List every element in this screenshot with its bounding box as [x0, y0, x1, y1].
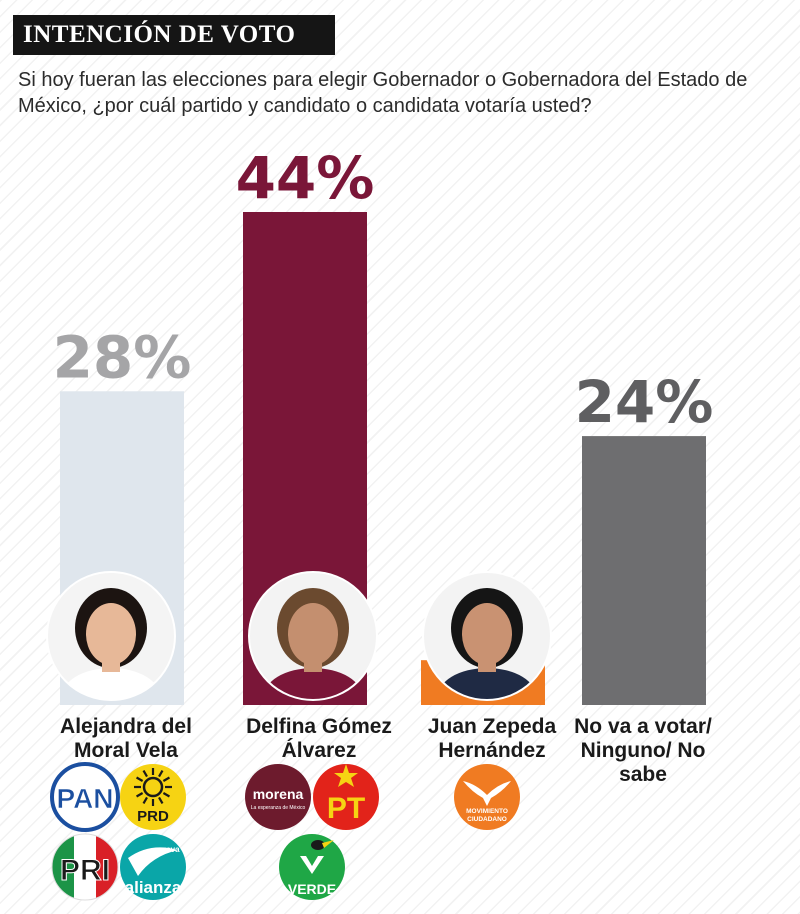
eagle-icon — [463, 781, 511, 806]
category-label-3: Juan Zepeda Hernández — [428, 715, 557, 762]
toucan-icon — [300, 840, 334, 874]
pri-logo-text: PRI — [60, 854, 110, 887]
morena-tagline: La esperanza de México — [251, 805, 306, 811]
nueva-alianza-small-text: nueva — [156, 845, 180, 854]
movimiento-ciudadano-logo: MOVIMIENTO CIUDADANO — [454, 764, 520, 830]
wave-icon — [128, 847, 178, 876]
value-label-4: 24% — [575, 368, 714, 436]
verde-logo-text: VERDE — [288, 881, 336, 897]
pt-logo: PT — [313, 764, 379, 830]
mc-logo-line1: MOVIMIENTO — [466, 808, 508, 815]
candidate-photo-icon — [422, 571, 552, 701]
category-label-2: Delfina Gómez Álvarez — [246, 715, 392, 762]
category-label-4: No va a votar/Ninguno/ No sabe — [574, 715, 712, 786]
value-label-2: 44% — [236, 144, 375, 212]
nueva-alianza-logo: nueva alianza — [120, 834, 186, 900]
pan-logo-text: PAN — [56, 783, 113, 814]
sun-icon — [134, 768, 172, 806]
morena-logo: morena La esperanza de México — [245, 764, 311, 830]
nueva-alianza-logo-text: alianza — [125, 878, 182, 897]
candidate-photo-icon — [248, 571, 378, 701]
photos-layer — [46, 571, 552, 701]
pan-logo: PAN — [50, 762, 120, 832]
bar-4 — [582, 436, 706, 705]
value-label-1: 28% — [53, 323, 192, 391]
morena-logo-text: morena — [253, 786, 304, 802]
prd-logo: PRD — [120, 764, 186, 830]
candidate-photo-icon — [46, 571, 176, 701]
verde-logo: VERDE — [279, 834, 345, 900]
category-labels-layer: Alejandra del Moral Vela Delfina Gómez Álva… — [60, 715, 712, 786]
pri-logo: PRI — [51, 833, 119, 901]
survey-question: Si hoy fueran las elecciones para elegir… — [18, 69, 748, 117]
pt-logo-text: PT — [327, 792, 365, 825]
mc-logo-line2: CIUDADANO — [467, 816, 507, 823]
star-icon — [334, 764, 358, 787]
category-label-1: Alejandra del Moral Vela — [60, 715, 192, 762]
prd-logo-text: PRD — [137, 808, 169, 825]
chart-title: INTENCIÓN DE VOTO — [13, 15, 335, 55]
